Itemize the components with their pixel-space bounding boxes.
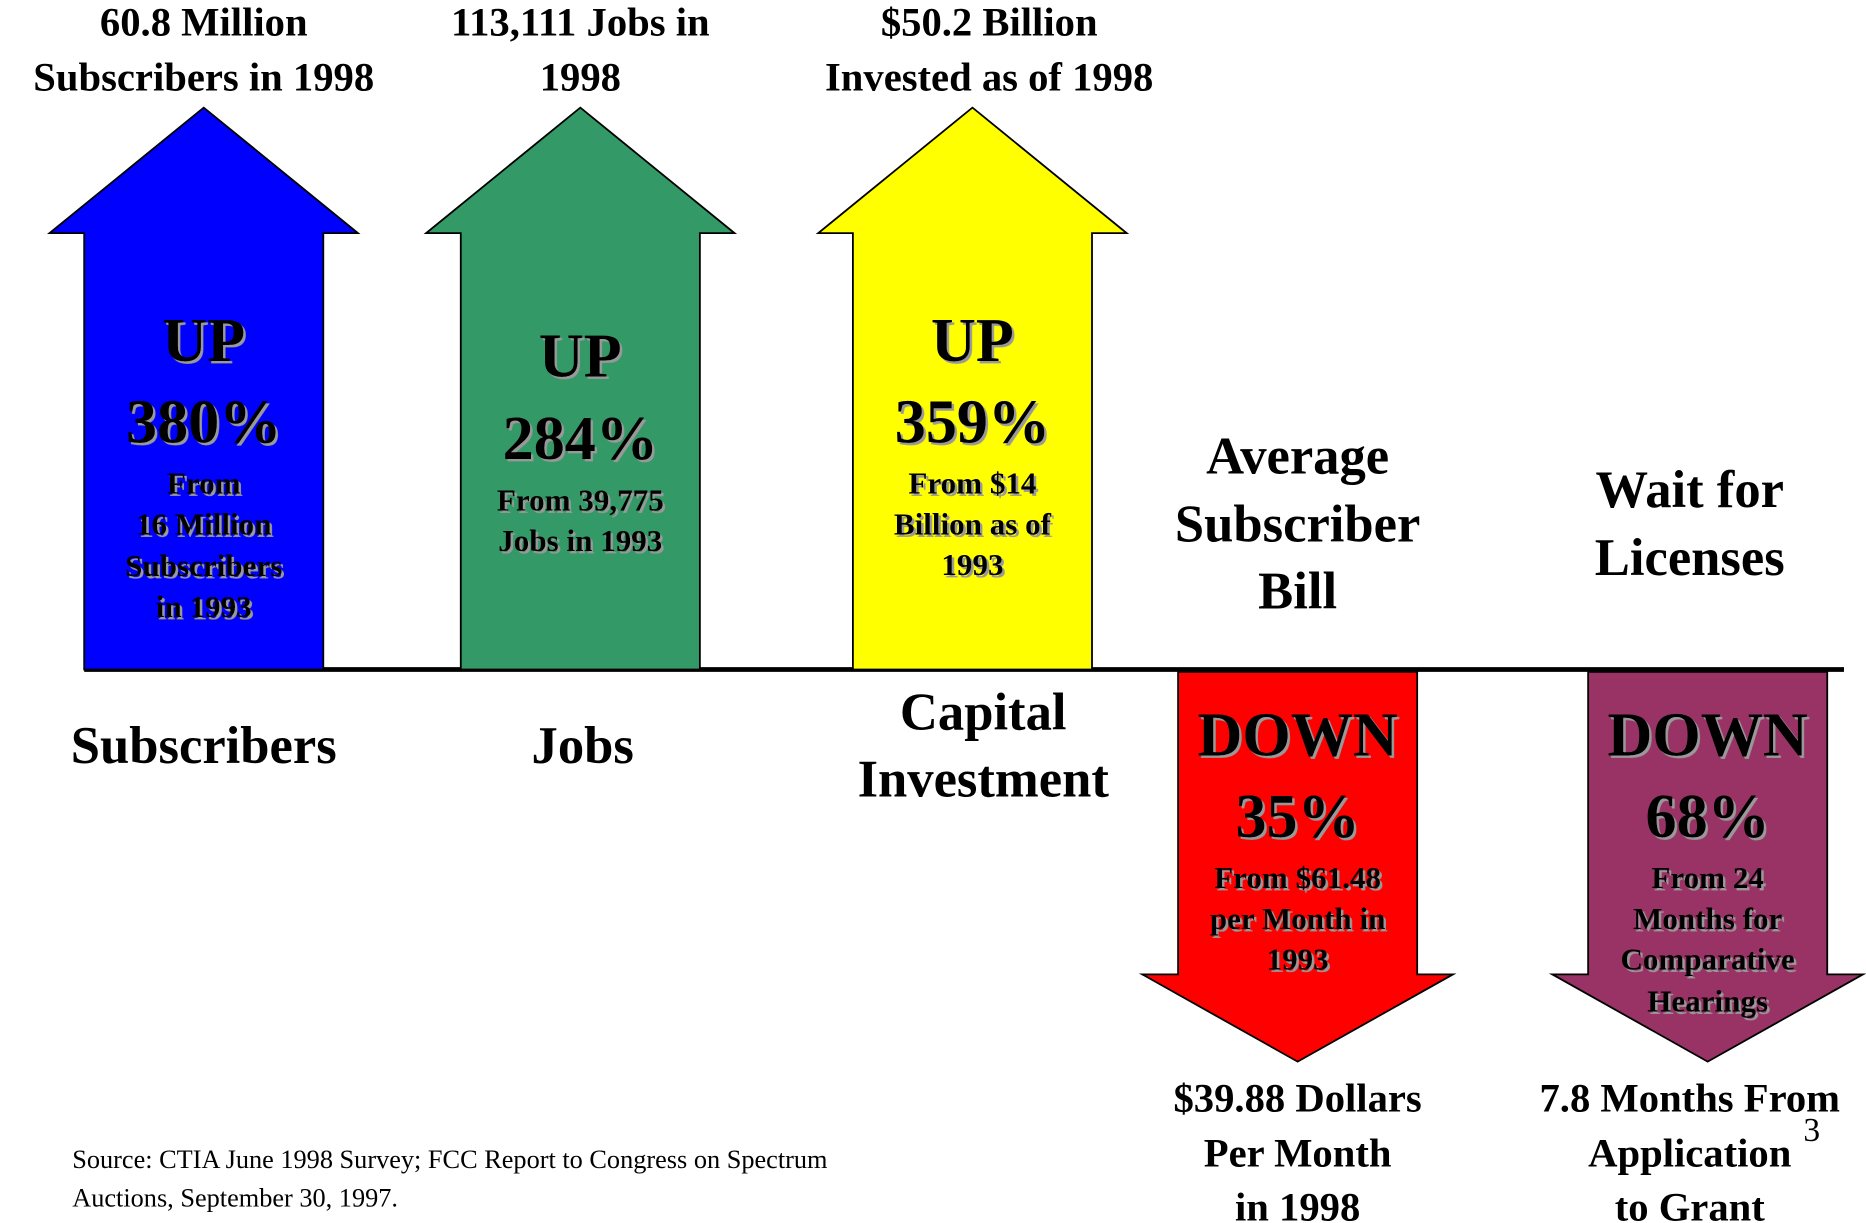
detail-line: Subscribers (125, 548, 282, 583)
percent-label: 284% (503, 405, 658, 473)
detail-line: From 24 (1651, 860, 1764, 895)
category-line: Investment (858, 750, 1110, 808)
detail-line: Comparative (1621, 942, 1795, 977)
category-line: Wait for (1596, 461, 1784, 519)
result-line: Per Month (1204, 1131, 1392, 1176)
percent-label: 68% (1646, 783, 1770, 851)
detail-line: Billion as of (894, 506, 1052, 541)
result-line: 60.8 Million (100, 0, 308, 45)
arrow (47, 106, 361, 671)
result-line: $50.2 Billion (881, 0, 1098, 45)
detail-line: Hearings (1647, 983, 1768, 1018)
detail-line: 1993 (1267, 942, 1329, 977)
source-line: Auctions, September 30, 1997. (72, 1183, 398, 1212)
detail-line: From 39,775 (497, 482, 664, 517)
result-line: to Grant (1615, 1184, 1766, 1223)
detail-line: 1993 (941, 547, 1003, 582)
detail-line: From (167, 466, 241, 501)
result-line: 113,111 Jobs in (451, 0, 710, 45)
detail-line: Jobs in 1993 (498, 523, 662, 558)
direction-label: UP (931, 307, 1014, 375)
category-line: Average (1206, 428, 1389, 486)
category-line: Jobs (532, 717, 634, 775)
category-line: Subscribers (71, 717, 337, 775)
result-line: 7.8 Months From (1539, 1076, 1840, 1121)
direction-label: DOWN (1197, 701, 1397, 769)
detail-line: 16 Million (136, 506, 272, 541)
result-line: $39.88 Dollars (1173, 1076, 1421, 1121)
detail-line: per Month in (1210, 901, 1386, 936)
category-line: Capital (900, 683, 1067, 741)
arrow (423, 106, 738, 671)
percent-label: 35% (1235, 783, 1359, 851)
source-line: Source: CTIA June 1998 Survey; FCC Repor… (72, 1145, 828, 1174)
category-line: Bill (1258, 563, 1337, 621)
page-number: 3 (1803, 1112, 1820, 1149)
arrow (815, 106, 1130, 671)
result-line: in 1998 (1235, 1184, 1360, 1223)
arrow (1138, 670, 1457, 1063)
result-line: 1998 (540, 55, 621, 100)
percent-label: 380% (126, 388, 281, 456)
category-line: Licenses (1595, 529, 1785, 587)
detail-line: From $14 (908, 466, 1036, 501)
arrow (1548, 670, 1866, 1063)
result-line: Invested as of 1998 (825, 55, 1153, 100)
category-line: Subscriber (1175, 496, 1420, 554)
result-line: Application (1588, 1131, 1791, 1176)
direction-label: UP (539, 323, 622, 391)
detail-line: in 1993 (156, 589, 252, 624)
detail-line: From $61.48 (1214, 860, 1381, 895)
direction-label: UP (162, 307, 245, 375)
percent-label: 359% (895, 388, 1050, 456)
result-line: Subscribers in 1998 (33, 55, 374, 100)
detail-line: Months for (1633, 901, 1783, 936)
direction-label: DOWN (1608, 701, 1808, 769)
